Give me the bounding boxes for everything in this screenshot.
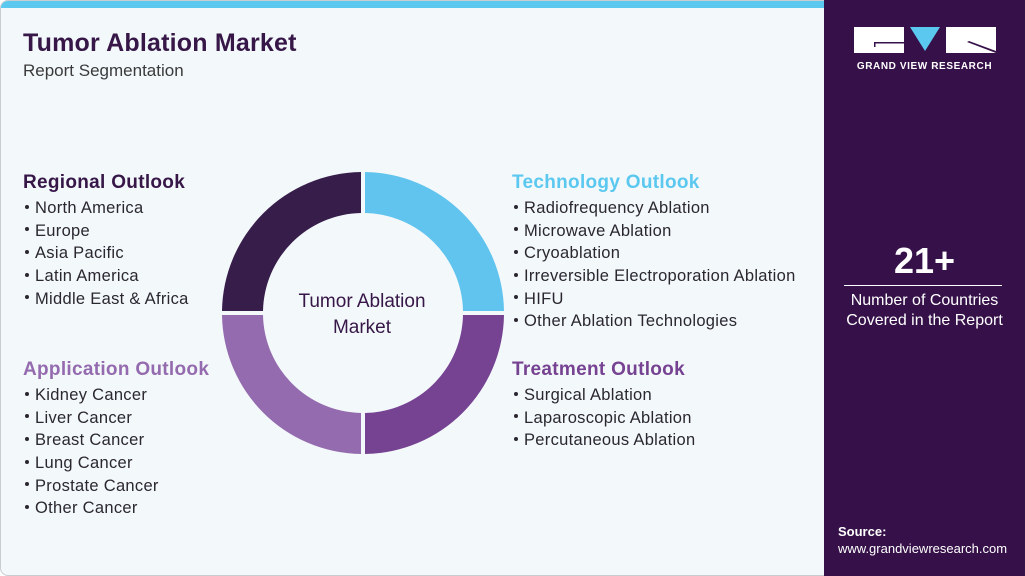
list-item: Kidney Cancer: [23, 384, 209, 407]
list-item: Percutaneous Ablation: [512, 429, 695, 452]
top-accent-bar: [1, 1, 825, 8]
list-item: Middle East & Africa: [23, 288, 189, 311]
bullet-icon: [25, 391, 29, 396]
list-item: Cryoablation: [512, 242, 796, 265]
bullet-icon: [514, 272, 518, 277]
segment-technology: Technology Outlook Radiofrequency Ablati…: [512, 172, 796, 333]
donut-segment-treatment: [365, 315, 504, 454]
page-title: Tumor Ablation Market: [23, 29, 297, 57]
bullet-icon: [514, 391, 518, 396]
segment-regional: Regional Outlook North America Europe As…: [23, 172, 189, 310]
segment-heading: Treatment Outlook: [512, 359, 685, 380]
bullet-icon: [514, 414, 518, 419]
page-subtitle: Report Segmentation: [23, 61, 184, 80]
bullet-icon: [25, 414, 29, 419]
gvr-logo-icon: [854, 27, 996, 53]
source-label: Source:: [838, 524, 887, 539]
bullet-icon: [514, 318, 518, 323]
bullet-icon: [25, 459, 29, 464]
bullet-icon: [25, 505, 29, 510]
bullet-icon: [25, 482, 29, 487]
list-item: Laparoscopic Ablation: [512, 407, 695, 430]
list-item: Lung Cancer: [23, 452, 209, 475]
bullet-icon: [514, 437, 518, 442]
bullet-icon: [514, 204, 518, 209]
brand-sidebar: GRAND VIEW RESEARCH 21+ Number of Countr…: [824, 0, 1025, 576]
bullet-icon: [25, 437, 29, 442]
segment-treatment: Treatment Outlook Surgical Ablation Lapa…: [512, 359, 695, 452]
list-item: Latin America: [23, 265, 189, 288]
bullet-icon: [514, 250, 518, 255]
list-item: Europe: [23, 220, 189, 243]
bullet-icon: [25, 204, 29, 209]
logo-text: GRAND VIEW RESEARCH: [856, 61, 993, 72]
donut-segment-application: [222, 315, 361, 454]
donut-segment-technology: [365, 172, 504, 311]
list-item: Asia Pacific: [23, 242, 189, 265]
list-item: Other Cancer: [23, 497, 209, 520]
list-item: Surgical Ablation: [512, 384, 695, 407]
list-item: Liver Cancer: [23, 407, 209, 430]
bullet-icon: [25, 295, 29, 300]
list-item: HIFU: [512, 288, 796, 311]
list-item: Microwave Ablation: [512, 220, 796, 243]
bullet-icon: [25, 227, 29, 232]
segment-heading: Application Outlook: [23, 359, 210, 380]
donut-segment-regional: [222, 172, 361, 311]
list-item: North America: [23, 197, 189, 220]
list-item: Breast Cancer: [23, 429, 209, 452]
segmentation-donut: [222, 172, 504, 454]
list-item: Other Ablation Technologies: [512, 310, 796, 333]
segment-heading: Regional Outlook: [23, 172, 186, 193]
bullet-icon: [25, 272, 29, 277]
bullet-icon: [25, 250, 29, 255]
segment-application: Application Outlook Kidney Cancer Liver …: [23, 359, 209, 520]
segment-heading: Technology Outlook: [512, 172, 700, 193]
list-item: Irreversible Electroporation Ablation: [512, 265, 796, 288]
list-item: Radiofrequency Ablation: [512, 197, 796, 220]
bullet-icon: [514, 227, 518, 232]
bullet-icon: [514, 295, 518, 300]
donut-center-label: Tumor Ablation Market: [298, 291, 426, 338]
countries-stat-value: 21+: [893, 240, 956, 281]
list-item: Prostate Cancer: [23, 475, 209, 498]
source-url: www.grandviewresearch.com: [838, 541, 1008, 556]
countries-stat-description: Number of Countries Covered in the Repor…: [846, 292, 1003, 329]
stat-divider: [844, 285, 1002, 286]
